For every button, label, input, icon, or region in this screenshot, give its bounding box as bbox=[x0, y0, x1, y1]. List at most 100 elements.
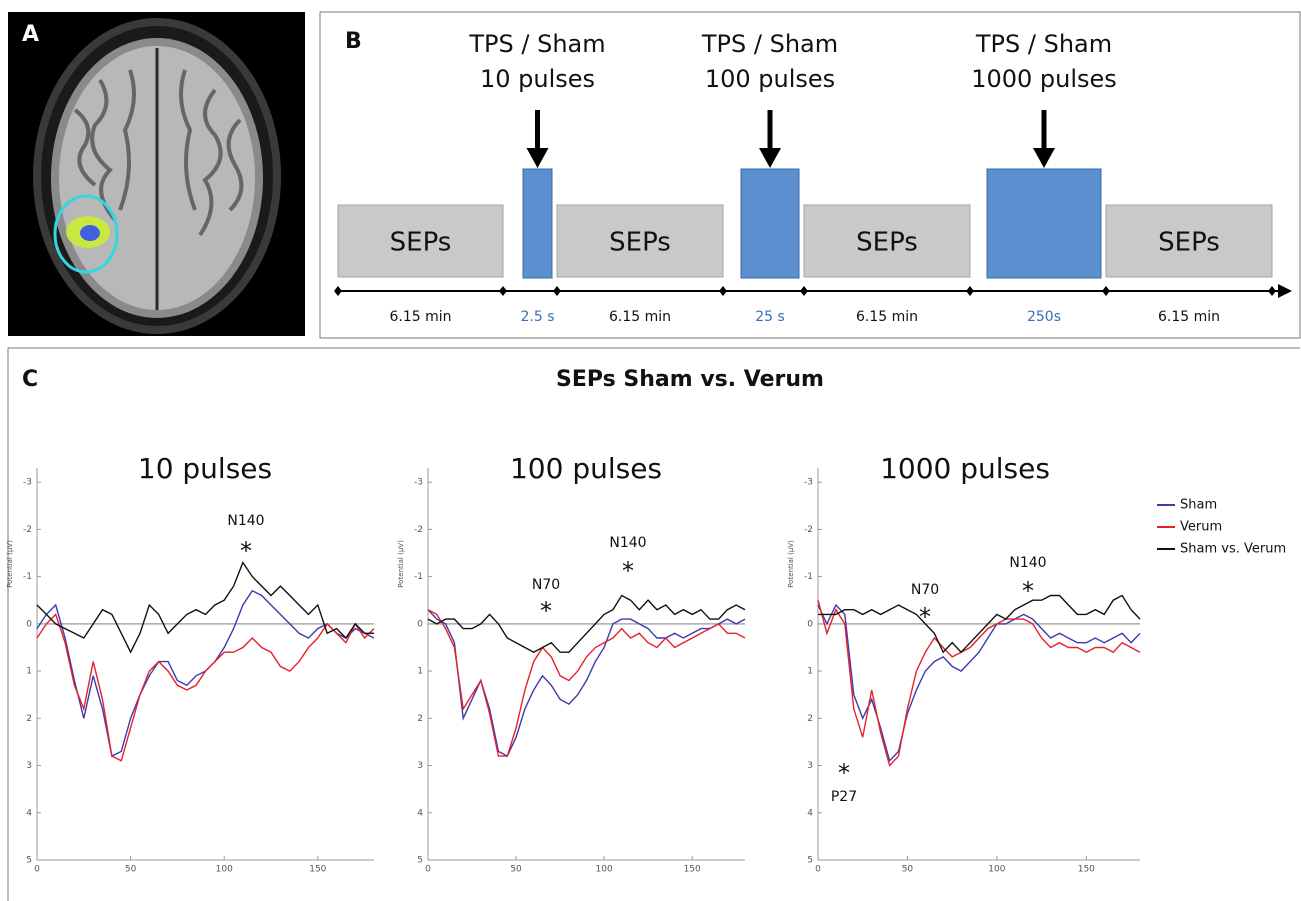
stimulation-block bbox=[522, 168, 553, 279]
y-tick-label: -1 bbox=[414, 572, 423, 582]
duration-label: 2.5 s bbox=[520, 309, 554, 325]
sep-block bbox=[803, 204, 971, 278]
legend-label: Verum bbox=[1180, 520, 1222, 535]
stimulation-title: TPS / Sham bbox=[468, 30, 605, 58]
series-line bbox=[817, 603, 1141, 763]
sep-block bbox=[556, 204, 724, 278]
duration-label: 6.15 min bbox=[856, 309, 918, 325]
block-label: SEPs bbox=[856, 228, 918, 258]
time-marker bbox=[499, 286, 507, 296]
block-label: SEPs bbox=[390, 228, 452, 258]
time-marker bbox=[1268, 286, 1276, 296]
significance-marker: * bbox=[240, 537, 252, 565]
block-label: SEPs bbox=[1158, 228, 1220, 258]
y-tick-label: -3 bbox=[804, 478, 813, 488]
y-tick-label: 4 bbox=[417, 808, 423, 818]
significance-marker: * bbox=[919, 603, 931, 631]
stimulation-pulses: 1000 pulses bbox=[971, 65, 1117, 93]
stimulation-pulses: 10 pulses bbox=[480, 65, 595, 93]
series-line bbox=[817, 600, 1141, 767]
y-tick-label: 0 bbox=[807, 619, 813, 629]
stimulation-title: TPS / Sham bbox=[975, 30, 1112, 58]
y-tick-label: 2 bbox=[807, 714, 813, 724]
time-marker bbox=[719, 286, 727, 296]
x-tick-label: 100 bbox=[988, 865, 1005, 875]
y-tick-label: 4 bbox=[807, 808, 813, 818]
sep-block bbox=[1105, 204, 1273, 278]
significance-marker: * bbox=[540, 597, 552, 625]
series-line bbox=[36, 613, 375, 762]
time-arrow bbox=[1278, 284, 1292, 298]
x-tick-label: 50 bbox=[510, 865, 522, 875]
stimulation-block bbox=[740, 168, 800, 279]
y-tick-label: -2 bbox=[804, 525, 813, 535]
duration-label: 6.15 min bbox=[1158, 309, 1220, 325]
annotation-label: N140 bbox=[609, 535, 646, 551]
y-tick-label: 5 bbox=[417, 856, 423, 866]
duration-label: 25 s bbox=[755, 309, 785, 325]
x-tick-label: 150 bbox=[309, 865, 326, 875]
x-tick-label: 0 bbox=[34, 865, 40, 875]
y-tick-label: 5 bbox=[26, 856, 32, 866]
legend-label: Sham vs. Verum bbox=[1180, 542, 1286, 557]
x-tick-label: 100 bbox=[596, 865, 613, 875]
y-tick-label: -1 bbox=[23, 572, 32, 582]
series-line bbox=[427, 609, 746, 758]
x-tick-label: 50 bbox=[902, 865, 914, 875]
brain-illustration bbox=[33, 18, 281, 334]
y-tick-label: 5 bbox=[807, 856, 813, 866]
stimulation-title: TPS / Sham bbox=[701, 30, 838, 58]
significance-marker: * bbox=[838, 759, 850, 787]
y-axis-title: Potential (µV) bbox=[787, 540, 795, 588]
y-tick-label: -3 bbox=[23, 478, 32, 488]
arrow-head bbox=[526, 148, 549, 168]
y-tick-label: 2 bbox=[417, 714, 423, 724]
time-marker bbox=[334, 286, 342, 296]
duration-label: 6.15 min bbox=[609, 309, 671, 325]
y-tick-label: 1 bbox=[807, 667, 813, 677]
y-tick-label: 3 bbox=[417, 761, 423, 771]
panel-label: B bbox=[345, 29, 362, 54]
x-tick-label: 150 bbox=[684, 865, 701, 875]
annotation-label: N70 bbox=[911, 582, 939, 598]
y-tick-label: 0 bbox=[26, 619, 32, 629]
significance-marker: * bbox=[622, 557, 634, 585]
annotation-label: P27 bbox=[831, 789, 857, 805]
series-line bbox=[427, 609, 746, 757]
block-label: SEPs bbox=[609, 228, 671, 258]
sep-block bbox=[337, 204, 504, 278]
y-axis-title: Potential (µV) bbox=[6, 540, 14, 588]
x-tick-label: 0 bbox=[425, 865, 431, 875]
y-axis-title: Potential (µV) bbox=[397, 540, 405, 588]
panel-label: A bbox=[22, 22, 39, 47]
y-tick-label: 2 bbox=[26, 714, 32, 724]
series-line bbox=[427, 594, 746, 653]
series-line bbox=[36, 589, 375, 758]
panel-frame bbox=[319, 11, 1301, 339]
duration-label: 6.15 min bbox=[389, 309, 451, 325]
y-tick-label: 0 bbox=[417, 619, 423, 629]
stimulation-pulses: 100 pulses bbox=[705, 65, 835, 93]
arrow-head bbox=[1033, 148, 1055, 168]
panel-label: C bbox=[22, 367, 38, 392]
y-tick-label: -2 bbox=[23, 525, 32, 535]
time-marker bbox=[800, 286, 808, 296]
time-marker bbox=[1102, 286, 1110, 296]
chart-title: 10 pulses bbox=[138, 452, 272, 485]
stimulation-block bbox=[986, 168, 1102, 279]
legend-label: Sham bbox=[1180, 498, 1217, 513]
y-tick-label: 4 bbox=[26, 808, 32, 818]
annotation-label: N140 bbox=[1009, 555, 1046, 571]
duration-label: 250s bbox=[1027, 309, 1061, 325]
panel-title: SEPs Sham vs. Verum bbox=[556, 367, 824, 392]
annotation-label: N140 bbox=[227, 513, 264, 529]
chart-title: 100 pulses bbox=[510, 452, 662, 485]
x-tick-label: 150 bbox=[1078, 865, 1095, 875]
chart-title: 1000 pulses bbox=[880, 452, 1050, 485]
panel-frame bbox=[7, 347, 1300, 901]
x-tick-label: 100 bbox=[216, 865, 233, 875]
x-tick-label: 0 bbox=[815, 865, 821, 875]
series-line bbox=[36, 560, 374, 654]
